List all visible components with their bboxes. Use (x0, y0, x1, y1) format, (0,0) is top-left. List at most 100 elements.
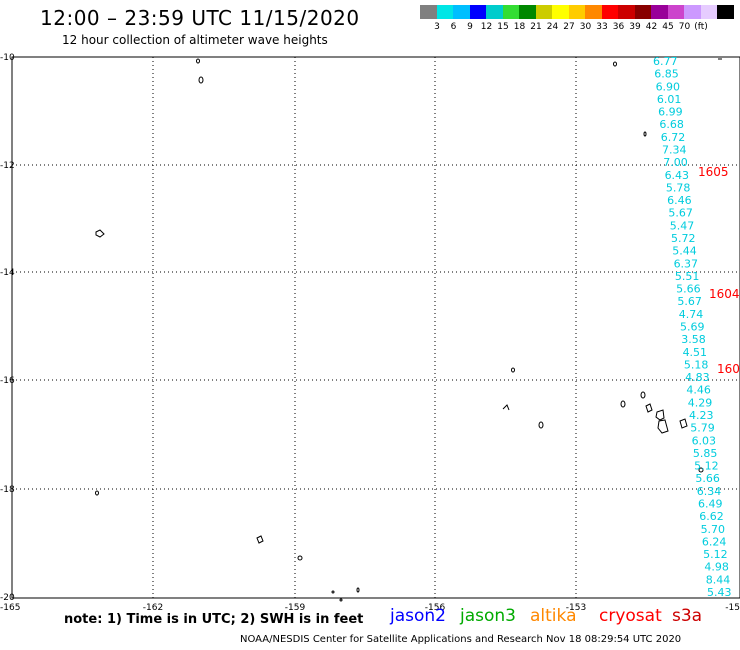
island-outline (657, 419, 669, 434)
wave-height-value: 4.83 (685, 371, 710, 384)
island-outline (356, 587, 360, 593)
wave-height-value: 6.85 (654, 68, 679, 81)
wave-height-value: 5.69 (680, 321, 705, 334)
legend-label: 30 (579, 22, 592, 32)
wave-height-value: 6.49 (698, 498, 723, 511)
wave-height-value: 5.44 (672, 245, 697, 258)
legend-label: 36 (612, 22, 625, 32)
legend-swatch (651, 5, 668, 19)
island-outline (196, 58, 200, 64)
pass-time-label: 1604 (709, 287, 740, 301)
island-outline (511, 367, 515, 373)
wave-height-value: 5.43 (707, 586, 732, 599)
legend-swatch (618, 5, 635, 19)
legend-label: 3 (434, 22, 440, 32)
legend-swatch (585, 5, 602, 19)
wave-height-value: 5.18 (684, 358, 709, 371)
wave-height-value: 5.12 (694, 460, 719, 473)
legend-label: 27 (563, 22, 575, 32)
wave-height-value: 5.67 (668, 207, 693, 220)
map-grid (12, 57, 740, 598)
wave-height-value: 3.58 (681, 333, 706, 346)
wave-height-value: 5.78 (666, 181, 691, 194)
legend-swatch (420, 5, 437, 19)
legend-swatch (469, 5, 487, 19)
wave-height-value: 6.62 (699, 510, 724, 523)
island-outlines (95, 58, 722, 602)
island-outline (655, 409, 665, 421)
legend-swatch (453, 5, 470, 19)
wave-height-value: 6.77 (653, 55, 678, 68)
pass-time-label: 1605 (698, 165, 729, 179)
pass-time-label: 160 (717, 362, 740, 376)
legend-swatch (700, 5, 718, 19)
credit-line: NOAA/NESDIS Center for Satellite Applica… (240, 634, 682, 645)
wave-height-value: 5.72 (671, 232, 696, 245)
legend-label: 70 (678, 22, 691, 32)
island-outline (698, 467, 704, 473)
legend-swatch (667, 5, 685, 19)
wave-height-value: 6.24 (702, 535, 727, 548)
wave-height-value: 5.79 (690, 422, 715, 435)
wave-height-value: 4.46 (686, 384, 711, 397)
legend-swatch (535, 5, 553, 19)
legend-label: 15 (497, 22, 509, 32)
altimeter-track-heights: 6.776.856.906.016.996.686.727.347.006.43… (653, 55, 732, 599)
wave-height-value: 5.85 (693, 447, 718, 460)
legend-label: 12 (480, 22, 493, 32)
axis-labels: -10 -12 -14 -16 -18 -20-165 -162 -159 -156 -153 -1… (0, 53, 740, 613)
wave-height-value: 5.70 (701, 523, 726, 536)
legend-label: 24 (546, 22, 559, 32)
longitude-label: -162 (143, 603, 163, 613)
legend-swatch (601, 5, 619, 19)
wave-height-value: 4.29 (688, 396, 713, 409)
satellite-jason2: jason2 (390, 606, 446, 626)
wave-height-value: 6.03 (692, 434, 717, 447)
legend-swatch (717, 5, 734, 19)
wave-height-value: 4.51 (683, 346, 708, 359)
wave-height-value: 5.51 (675, 270, 700, 283)
wave-height-value: 6.72 (661, 131, 686, 144)
island-outline (256, 535, 264, 544)
latitude-label: -12 (0, 161, 15, 171)
wave-height-value: 5.12 (703, 548, 728, 561)
island-outline (640, 391, 646, 399)
island-outline (538, 421, 544, 429)
wave-height-value: 5.66 (695, 472, 720, 485)
latitude-label: -18 (0, 485, 15, 495)
wave-height-value: 4.23 (689, 409, 714, 422)
island-outline (620, 400, 626, 408)
wave-height-value: 8.44 (706, 573, 731, 586)
longitude-label: -153 (566, 603, 586, 613)
latitude-label: -10 (0, 53, 15, 63)
wave-height-value: 6.01 (657, 93, 682, 106)
legend-swatch (436, 5, 454, 19)
wave-height-value: 6.43 (665, 169, 690, 182)
wave-height-value: 7.00 (663, 156, 688, 169)
legend-swatch (552, 5, 569, 19)
pass-time-labels: 1605 1604 160 (698, 165, 740, 376)
legend-label: 33 (596, 22, 608, 32)
legend-label: 9 (467, 22, 473, 32)
wave-height-value: 4.98 (704, 561, 729, 574)
island-outline (502, 404, 510, 411)
legend-label: 45 (662, 22, 674, 32)
wave-height-value: 5.67 (677, 295, 702, 308)
latitude-label: -14 (0, 268, 15, 278)
island-outline (198, 76, 204, 84)
longitude-label: -159 (285, 603, 306, 613)
island-outline (331, 590, 335, 594)
wave-height-value: 6.68 (659, 118, 684, 131)
legend-swatch (634, 5, 652, 19)
legend-swatch (486, 5, 503, 19)
satellite-jason3: jason3 (460, 606, 516, 626)
legend-swatch (502, 5, 520, 19)
wave-height-value: 6.46 (667, 194, 692, 207)
island-outline (645, 403, 653, 413)
longitude-label: -15 (725, 603, 740, 613)
map-title: 12:00 – 23:59 UTC 11/15/2020 (40, 6, 360, 30)
wave-height-value: 5.47 (670, 219, 695, 232)
island-outline (613, 61, 617, 67)
latitude-label: -16 (0, 376, 15, 386)
